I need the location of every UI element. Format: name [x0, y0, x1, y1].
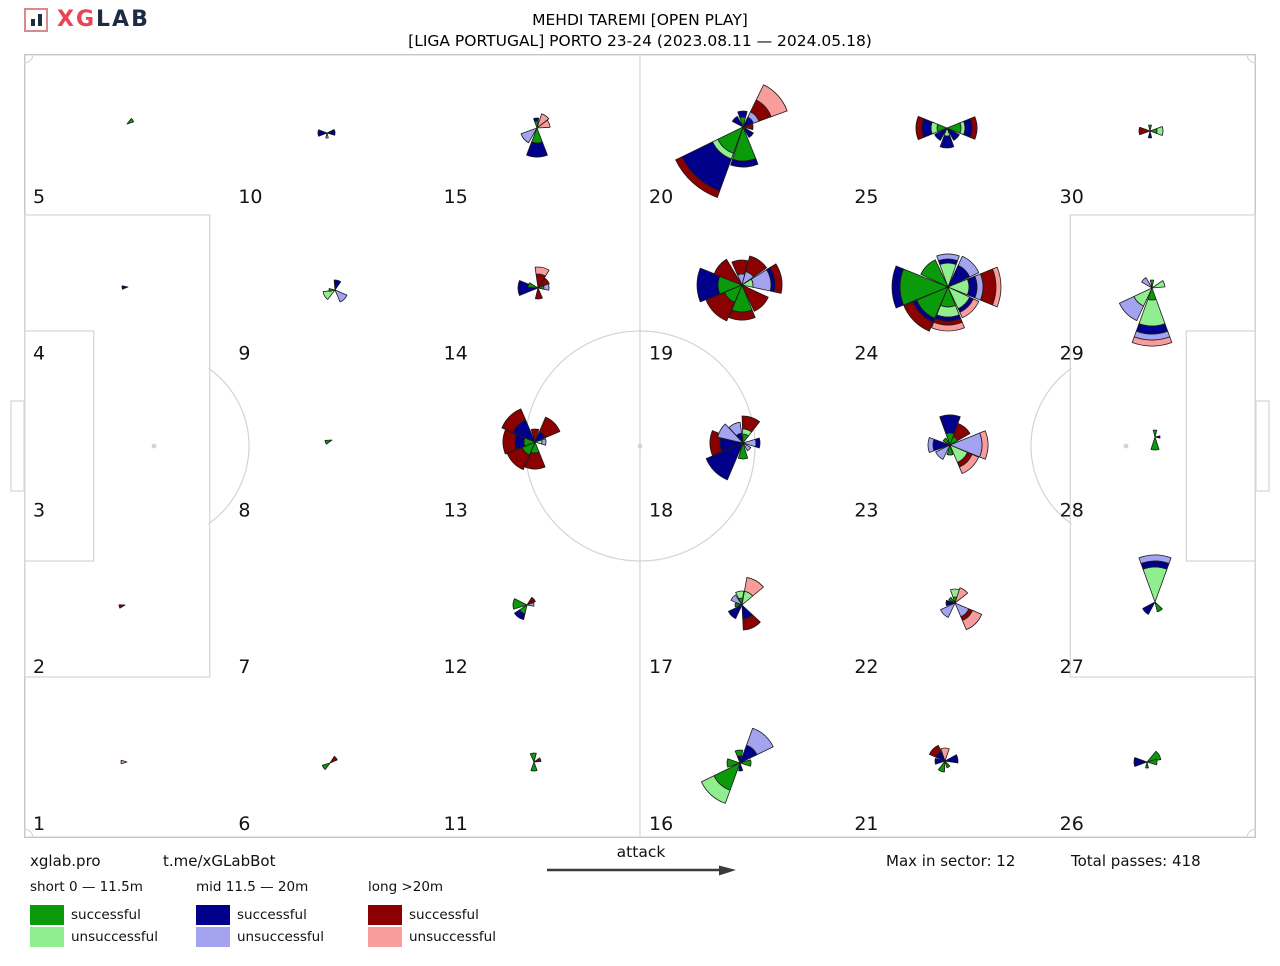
attack-label: attack: [616, 843, 666, 861]
legend-title-long: long >20m: [368, 879, 444, 895]
sector-label-19: 19: [649, 343, 673, 365]
legend-row: unsuccessful: [30, 927, 158, 947]
titles: MEHDI TAREMI [OPEN PLAY] [LIGA PORTUGAL]…: [0, 10, 1280, 52]
sector-label-5: 5: [33, 186, 45, 208]
sector-label-14: 14: [444, 343, 468, 365]
sector-rose-21: [928, 744, 959, 773]
sector-label-8: 8: [238, 499, 250, 521]
sector-label-3: 3: [33, 499, 45, 521]
sector-label-23: 23: [854, 499, 878, 521]
sector-label-16: 16: [649, 813, 673, 835]
sector-rose-12: [512, 596, 536, 621]
legend-swatch-mid-successful: [196, 905, 230, 925]
sector-rose-15: [520, 113, 551, 158]
sector-label-26: 26: [1060, 813, 1084, 835]
legend-title-short: short 0 — 11.5m: [30, 879, 143, 895]
sector-label-28: 28: [1060, 499, 1084, 521]
sector-label-9: 9: [238, 343, 250, 365]
sector-rose-29: [1118, 277, 1173, 347]
max-in-sector-stat: Max in sector: 12: [886, 852, 1016, 870]
page-subtitle: [LIGA PORTUGAL] PORTO 23-24 (2023.08.11 …: [408, 32, 872, 50]
bar-chart-logo-icon: [24, 8, 48, 32]
sector-rose-22: [940, 587, 983, 631]
site-link[interactable]: xglab.pro: [30, 852, 101, 870]
legend-row: unsuccessful: [368, 927, 496, 947]
sector-rose-13: [501, 408, 561, 471]
legend-row: successful: [196, 905, 324, 925]
sector-rose-10: [317, 129, 336, 139]
sector-label-1: 1: [33, 813, 45, 835]
legend-swatch-short-unsuccessful: [30, 927, 64, 947]
pass-sonar-chart: 1234567891011121314151617181920212223242…: [10, 53, 1270, 839]
sector-label-11: 11: [444, 813, 468, 835]
legend-row: successful: [30, 905, 158, 925]
sector-label-22: 22: [854, 656, 878, 678]
logo-text: XGLAB: [57, 7, 150, 32]
sector-rose-8: [324, 439, 333, 445]
sector-label-21: 21: [854, 813, 878, 835]
sector-label-15: 15: [444, 186, 468, 208]
sector-rose-11: [529, 752, 542, 772]
sector-label-17: 17: [649, 656, 673, 678]
sector-label-13: 13: [444, 499, 468, 521]
page-title: MEHDI TAREMI [OPEN PLAY]: [532, 11, 748, 29]
sector-rose-17: [728, 577, 764, 631]
sector-rose-18: [705, 415, 761, 481]
xglab-logo: XGLAB: [24, 8, 150, 32]
sector-rose-19: [696, 255, 783, 322]
sector-rose-28: [1150, 429, 1161, 451]
legend-title-mid: mid 11.5 — 20m: [196, 879, 309, 895]
sector-label-18: 18: [649, 499, 673, 521]
sector-rose-25: [915, 115, 978, 149]
sector-rose-9: [322, 279, 348, 303]
sector-label-30: 30: [1060, 186, 1084, 208]
sector-label-6: 6: [238, 813, 250, 835]
sector-label-12: 12: [444, 656, 468, 678]
legend-swatch-long-unsuccessful: [368, 927, 402, 947]
sector-label-29: 29: [1060, 343, 1084, 365]
sector-rose-2: [118, 604, 126, 609]
sector-label-4: 4: [33, 343, 45, 365]
sector-label-24: 24: [854, 343, 878, 365]
legend-group-short: short 0 — 11.5m successful unsuccessful: [30, 879, 158, 949]
legend-swatch-mid-unsuccessful: [196, 927, 230, 947]
sector-rose-5: [126, 118, 135, 125]
legend-swatch-short-successful: [30, 905, 64, 925]
sector-rose-4: [121, 285, 129, 290]
sector-rose-27: [1138, 554, 1172, 615]
sector-rose-1: [120, 759, 128, 765]
pitch: 1 2 3 4 5 6 7 8 9 10 11 12 13 14 15 16 17 18 19 20 21 22 23 24 2…: [10, 53, 1270, 839]
sector-label-27: 27: [1060, 656, 1084, 678]
sector-label-25: 25: [854, 186, 878, 208]
pitch-lines: [10, 53, 1270, 839]
sector-rose-23: [927, 414, 989, 474]
sector-label-20: 20: [649, 186, 673, 208]
attack-direction: attack: [545, 843, 737, 881]
sector-rose-6: [321, 755, 338, 770]
legend-group-long: long >20m successful unsuccessful: [368, 879, 496, 949]
sector-label-2: 2: [33, 656, 45, 678]
sector-rose-26: [1133, 750, 1162, 769]
sector-label-10: 10: [238, 186, 262, 208]
sector-rose-30: [1138, 124, 1164, 139]
sector-rose-20: [675, 84, 788, 198]
sector-rose-24: [891, 253, 1002, 332]
sector-rose-16: [700, 727, 774, 804]
legend-swatch-long-successful: [368, 905, 402, 925]
legend-row: successful: [368, 905, 496, 925]
legend-group-mid: mid 11.5 — 20m successful unsuccessful: [196, 879, 324, 949]
telegram-bot-link[interactable]: t.me/xGLabBot: [163, 852, 276, 870]
attack-arrow-icon: [547, 865, 736, 876]
total-passes-stat: Total passes: 418: [1071, 852, 1201, 870]
sector-label-7: 7: [238, 656, 250, 678]
legend-row: unsuccessful: [196, 927, 324, 947]
sector-rose-14: [517, 266, 550, 300]
